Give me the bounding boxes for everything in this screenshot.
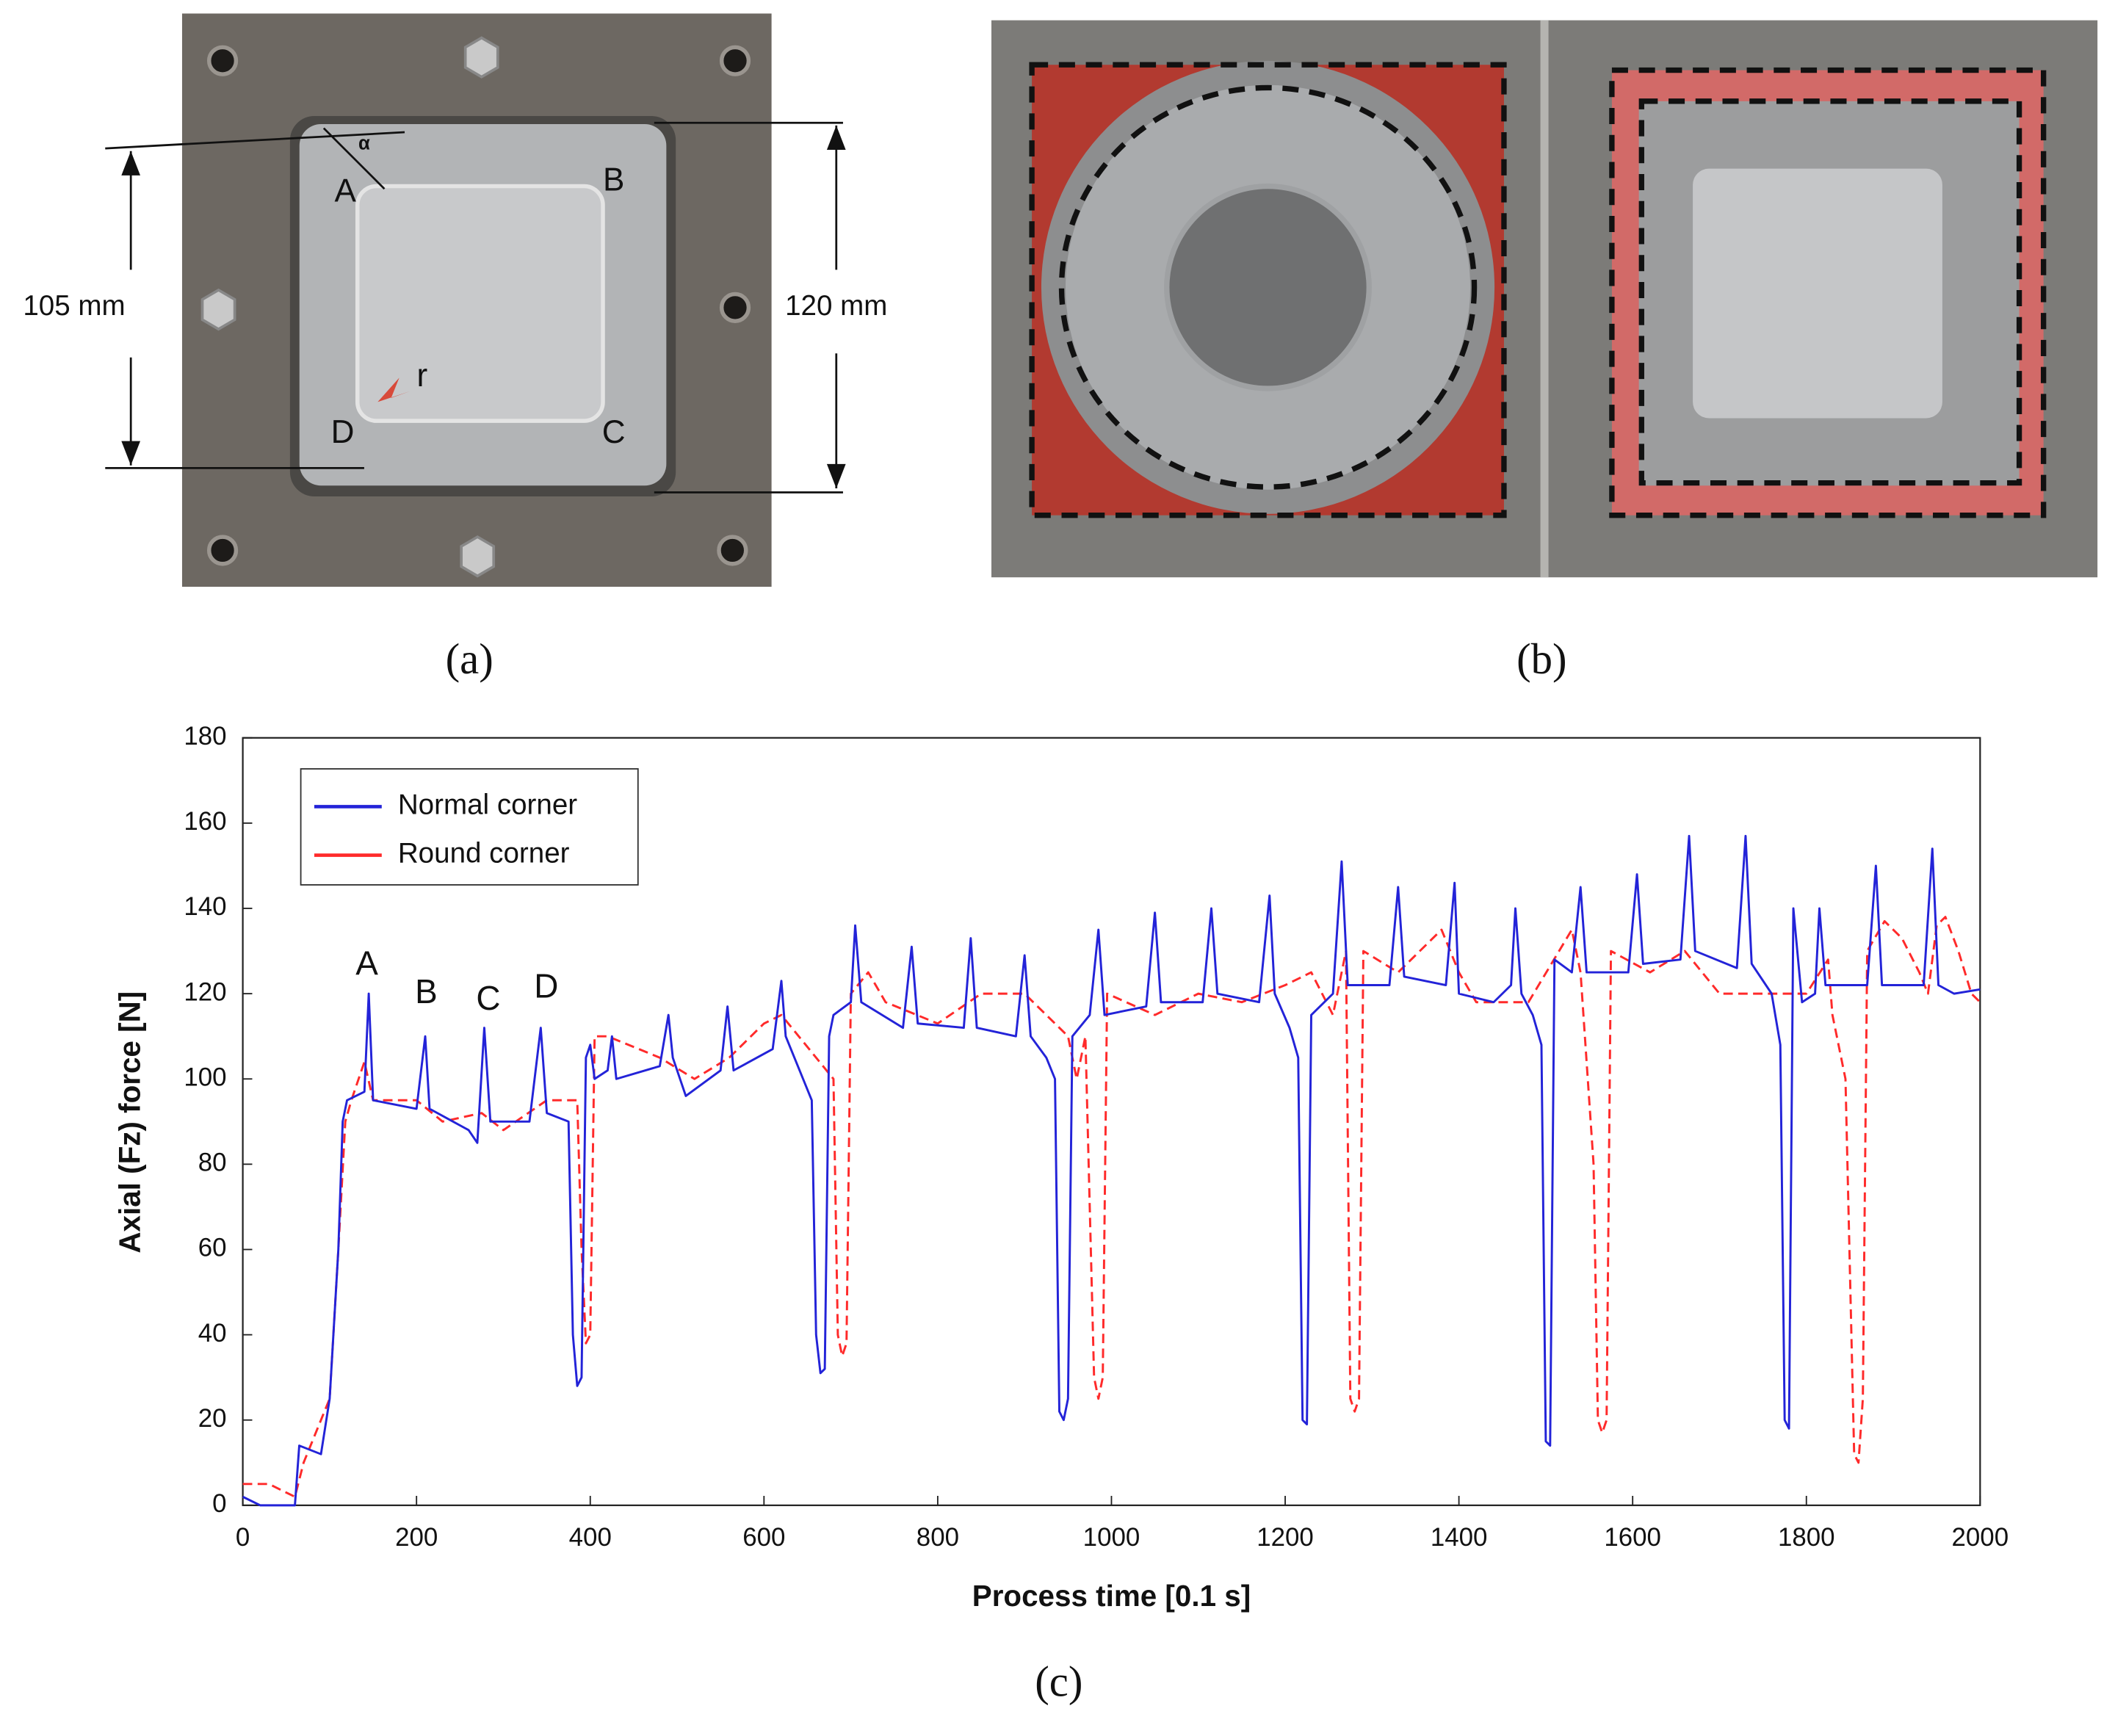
legend-box (300, 768, 639, 886)
x-tick-label: 1200 (1257, 1523, 1314, 1552)
x-tick-label: 1000 (1083, 1523, 1140, 1552)
y-tick-label: 140 (184, 892, 226, 921)
corner-label: C (602, 414, 626, 450)
photo-a-labels: 105 mm 120 mm A B C D α r (23, 133, 887, 450)
dimension-label: 120 mm (785, 290, 887, 322)
panel-label: (a) (446, 635, 494, 683)
x-axis-title: Process time [0.1 s] (972, 1579, 1251, 1613)
y-tick-label: 120 (184, 977, 226, 1006)
x-tick-label: 400 (569, 1523, 612, 1552)
x-tick-label: 800 (916, 1523, 959, 1552)
radius-label: r (417, 358, 428, 394)
y-axis-title: Axial (Fz) force [N] (113, 991, 147, 1254)
x-tick-label: 1400 (1431, 1523, 1488, 1552)
corner-label: D (331, 414, 355, 450)
panel-label: (b) (1516, 635, 1567, 683)
y-tick-label: 180 (184, 722, 226, 751)
annotation: C (476, 979, 500, 1017)
dimension-label: 105 mm (23, 290, 125, 322)
x-tick-label: 1600 (1604, 1523, 1661, 1552)
y-tick-label: 20 (198, 1404, 227, 1433)
x-tick-label: 200 (395, 1523, 438, 1552)
legend-label: Round corner (398, 838, 570, 869)
annotation: A (355, 944, 378, 982)
y-tick-label: 40 (198, 1319, 227, 1348)
x-tick-label: 2000 (1952, 1523, 2009, 1552)
series-line (242, 916, 1981, 1498)
angle-label: α (358, 133, 370, 153)
y-tick-label: 160 (184, 807, 226, 836)
y-tick-label: 0 (212, 1489, 226, 1518)
annotation: D (534, 967, 558, 1005)
corner-label: B (603, 162, 624, 198)
series-line (242, 834, 1981, 1507)
x-tick-label: 600 (742, 1523, 785, 1552)
corner-label: A (335, 173, 357, 209)
annotation: B (415, 972, 438, 1010)
x-tick-label: 1800 (1778, 1523, 1835, 1552)
y-tick-label: 100 (184, 1063, 226, 1091)
y-tick-label: 60 (198, 1234, 227, 1262)
y-tick-label: 80 (198, 1149, 227, 1177)
legend-label: Normal corner (398, 789, 577, 821)
photo-a (105, 13, 846, 587)
panel-label: (c) (1035, 1657, 1082, 1705)
photo-b (991, 20, 2098, 578)
x-tick-label: 0 (236, 1523, 250, 1552)
